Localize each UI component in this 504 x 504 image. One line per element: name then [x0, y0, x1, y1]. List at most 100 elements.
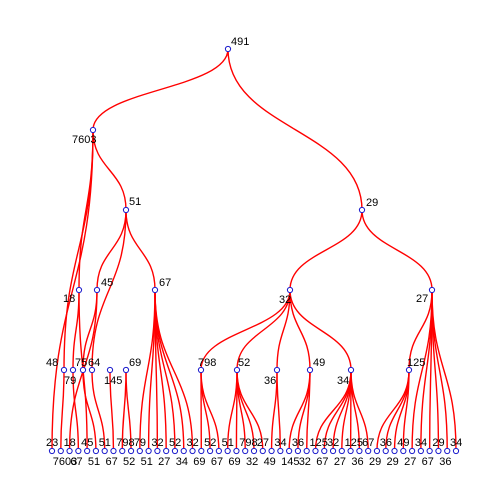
leaf-node-27: [286, 447, 293, 455]
edge-n67-leaf-16: [154, 289, 194, 452]
leaf-node-30: [312, 447, 319, 455]
leaf-label: 798: [116, 437, 134, 449]
node-n67: [151, 286, 159, 294]
leaf-node-17: [198, 447, 205, 455]
node-label-145: 145: [104, 375, 122, 387]
leaf-node-32: [329, 447, 337, 455]
node-label-7603: 7603: [72, 134, 96, 146]
node-n27: [428, 286, 436, 294]
leaf-node-41: [408, 447, 416, 455]
leaf-node-31: [321, 447, 328, 455]
node-label-67: 67: [159, 277, 171, 289]
edge-n798-leaf-19: [200, 369, 220, 452]
leaf-label: 32: [327, 437, 339, 449]
tree-labels: 491 7603 51 29 18 45 67 32 27 48 79 75 6…: [46, 36, 428, 387]
node-n798: [197, 366, 205, 374]
leaf-node-12: [154, 447, 161, 455]
leaf-label: 67: [316, 456, 328, 468]
node-label-27: 27: [416, 293, 428, 305]
leaf-label: 49: [397, 437, 409, 449]
edge-n51-n45: [96, 209, 127, 291]
leaf-label: 45: [81, 437, 93, 449]
leaf-label: 23: [46, 437, 58, 449]
leaf-labels: 23 7603 18 67 45 51 51 67 798 52 79 51 32 27 52 34 32 69 5…: [46, 437, 462, 468]
node-n48: [60, 366, 68, 374]
leaf-label: 18: [64, 437, 76, 449]
node-label-48: 48: [46, 357, 58, 369]
edge-n145-leaf-7: [109, 369, 115, 452]
leaf-label: 34: [450, 437, 462, 449]
edge-n36-leaf-26: [276, 369, 282, 452]
leaf-label: 52: [123, 456, 135, 468]
edge-n32-n36: [276, 289, 291, 371]
leaf-label: 145: [281, 456, 299, 468]
leaf-node-8: [119, 447, 126, 455]
edge-n27-leaf-41: [411, 289, 433, 452]
edge-n27-leaf-45: [431, 289, 448, 452]
node-n69: [122, 366, 130, 374]
edge-n67-leaf-11: [147, 289, 156, 452]
leaf-node-15: [180, 447, 187, 455]
leaf-label: 34: [176, 456, 188, 468]
leaf-node-3: [75, 447, 82, 455]
leaf-label: 69: [193, 456, 205, 468]
leaf-label: 52: [204, 437, 216, 449]
node-label-32: 32: [279, 294, 291, 306]
leaf-node-7: [110, 447, 117, 455]
edge-n29-n32: [289, 209, 363, 291]
leaf-label: 67: [422, 456, 434, 468]
edge-n49-leaf-29: [305, 369, 311, 452]
leaf-label: 67: [70, 456, 82, 468]
edge-n29-n27: [361, 209, 433, 291]
leaf-node-40: [400, 447, 407, 455]
leaf-label: 29: [432, 437, 444, 449]
leaf-label: 798: [239, 437, 257, 449]
leaf-label: 29: [387, 456, 399, 468]
node-label-29: 29: [366, 197, 378, 209]
edge-n34-leaf-36: [350, 369, 369, 452]
node-n34: [347, 366, 355, 374]
leaf-label: 32: [246, 456, 258, 468]
leaf-label: 67: [362, 437, 374, 449]
edge-root-n29: [227, 48, 363, 211]
edge-n7603-leaf-0: [51, 129, 94, 452]
leaf-node-11: [145, 447, 152, 455]
leaf-label: 51: [88, 456, 100, 468]
leaf-label: 34: [415, 437, 427, 449]
node-n32: [286, 286, 294, 294]
node-n36: [273, 366, 281, 374]
node-label-36: 36: [264, 375, 276, 387]
node-label-18: 18: [63, 293, 75, 305]
tree-nodes: [48, 45, 460, 455]
node-n125: [405, 366, 413, 374]
node-n49: [306, 366, 314, 374]
leaf-node-6: [101, 447, 108, 455]
edge-n32-n798: [200, 289, 291, 371]
node-label-52: 52: [238, 357, 250, 369]
edge-n52-leaf-24: [236, 369, 264, 452]
leaf-node-26: [277, 447, 284, 455]
leaf-label: 125: [345, 437, 363, 449]
edge-n32-n34: [289, 289, 352, 371]
edge-n32-n52: [236, 289, 291, 371]
node-n52: [233, 366, 241, 374]
leaf-label: 32: [151, 437, 163, 449]
edge-n27-leaf-46: [431, 289, 457, 452]
node-n79: [69, 366, 77, 374]
leaf-node-23: [250, 447, 258, 455]
leaf-node-37: [373, 447, 381, 455]
node-root: [224, 45, 232, 53]
node-n64: [88, 366, 96, 374]
node-label-75: 75: [75, 357, 87, 369]
edge-n69-leaf-9: [125, 369, 132, 452]
edge-n64-leaf-6: [91, 369, 106, 452]
leaf-node-45: [444, 447, 451, 455]
leaf-node-36: [365, 447, 372, 455]
leaf-label: 36: [380, 437, 392, 449]
leaf-node-16: [189, 447, 196, 455]
leaf-label: 125: [309, 437, 327, 449]
edge-root-n7603: [92, 48, 229, 131]
leaf-label: 27: [257, 437, 269, 449]
leaf-node-44: [435, 447, 442, 455]
leaf-node-24: [259, 447, 266, 455]
